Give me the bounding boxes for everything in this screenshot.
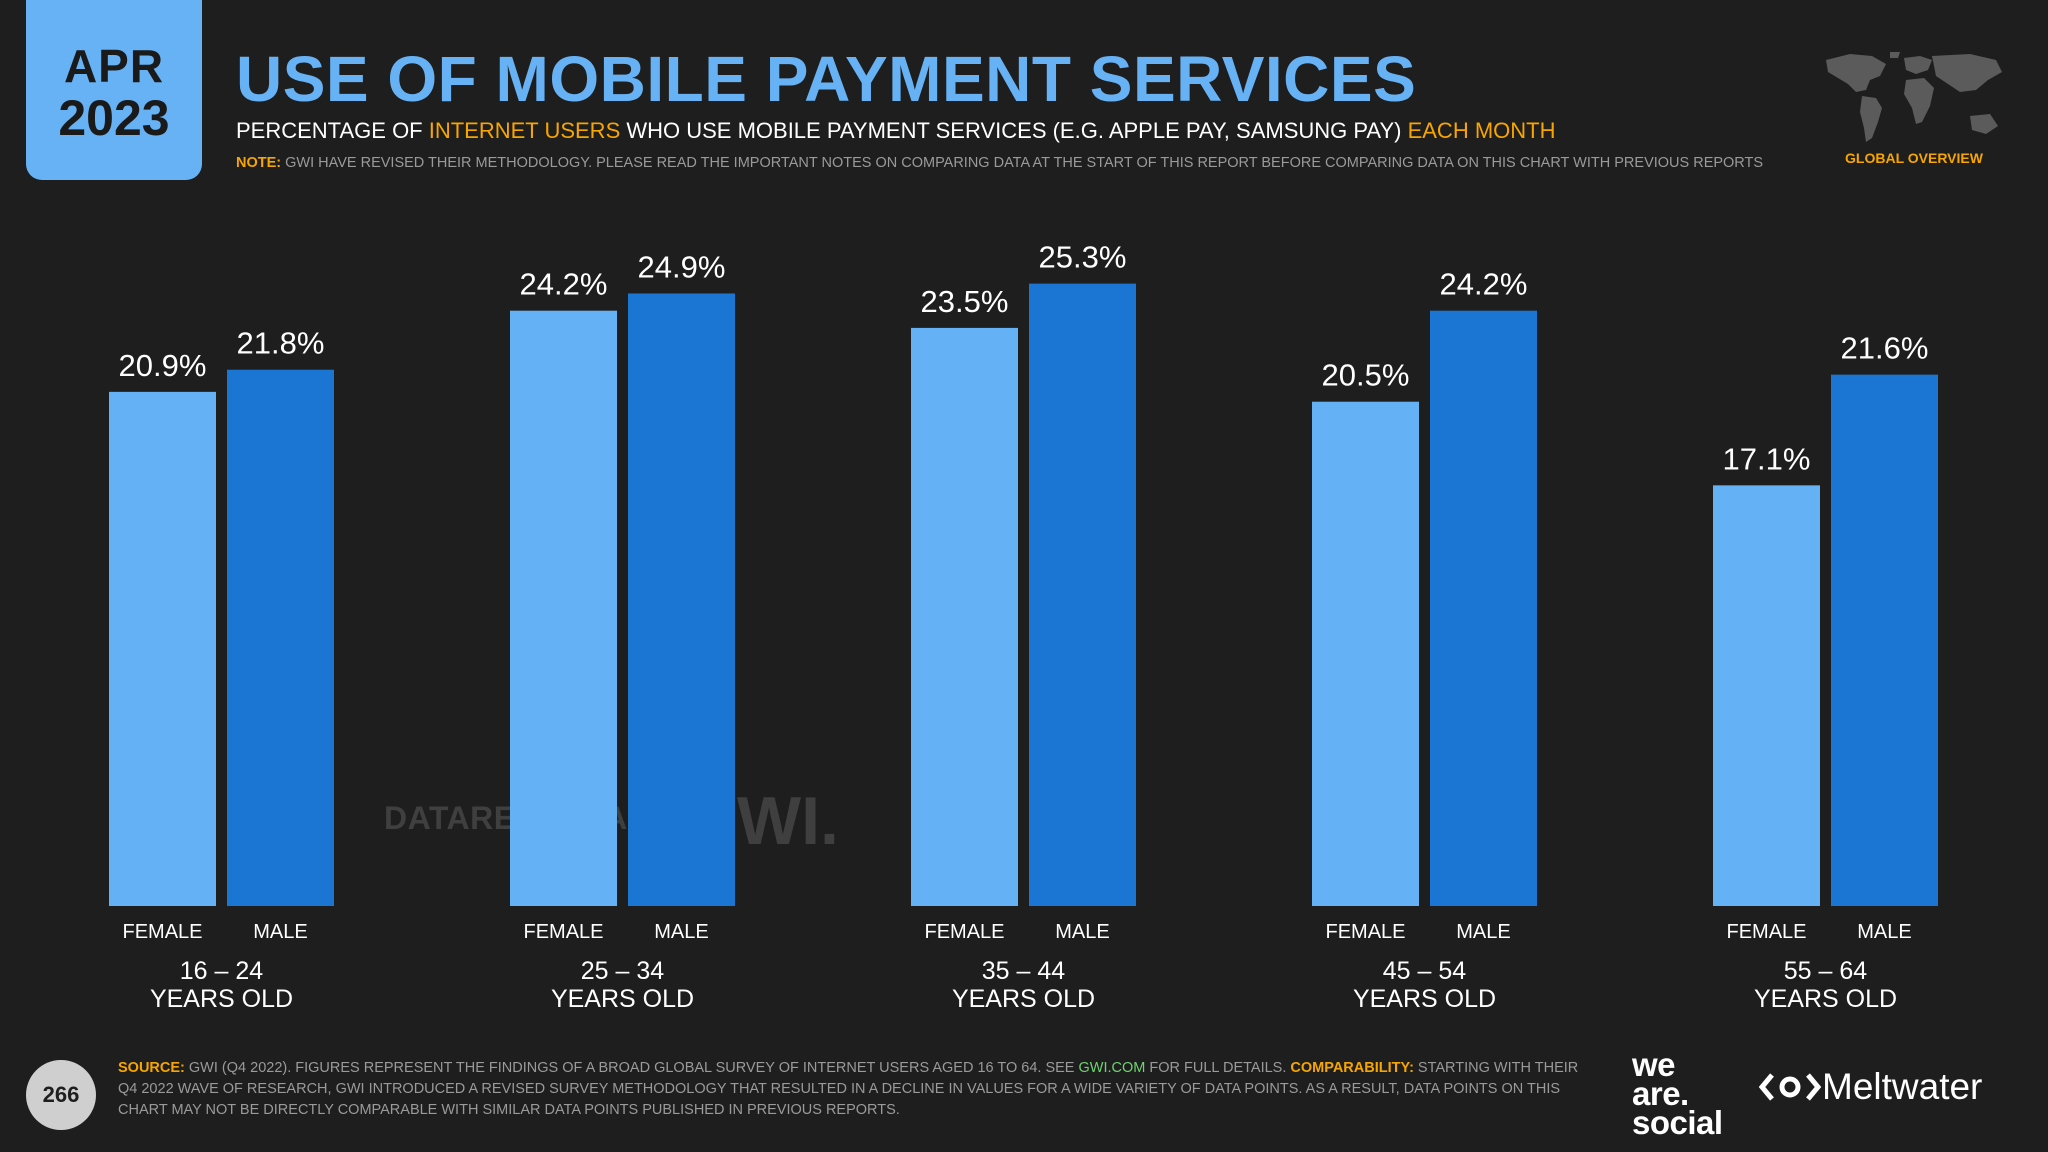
bar-male-1 <box>227 369 334 907</box>
series-label-male-4: MALE <box>1456 921 1510 943</box>
subtitle-text-2: WHO USE MOBILE PAYMENT SERVICES (E.G. AP… <box>620 118 1408 143</box>
world-map-icon <box>1826 52 2002 142</box>
data-label-female-4: 20.5% <box>1322 358 1410 393</box>
category-label-line1-3: 35 – 44 <box>982 957 1066 985</box>
category-label-line1-5: 55 – 64 <box>1784 957 1868 985</box>
series-label-male-1: MALE <box>253 921 307 943</box>
data-label-male-1: 21.8% <box>237 326 325 361</box>
note-text: GWI HAVE REVISED THEIR METHODOLOGY. PLEA… <box>281 155 1764 171</box>
bar-female-4 <box>1312 401 1419 906</box>
global-overview-label: GLOBAL OVERVIEW <box>1845 150 1983 166</box>
data-label-female-2: 24.2% <box>520 267 608 302</box>
data-label-female-1: 20.9% <box>119 348 207 383</box>
bar-male-2 <box>628 293 735 907</box>
bar-male-5 <box>1831 374 1938 906</box>
bar-female-3 <box>911 327 1018 906</box>
category-label-line1-2: 25 – 34 <box>581 957 665 985</box>
we-are-social-line-2: are. <box>1632 1075 1689 1113</box>
note-label: NOTE: <box>236 155 282 171</box>
comparability-text: STARTING WITH THEIR Q4 2022 WAVE OF RESE… <box>118 1060 1579 1118</box>
we-are-social-logo: we are. social <box>1632 1046 1723 1142</box>
meltwater-logo: Meltwater <box>1758 1066 1982 1108</box>
data-label-female-5: 17.1% <box>1723 441 1811 476</box>
meltwater-text: Meltwater <box>1822 1066 1983 1107</box>
series-label-female-1: FEMALE <box>122 921 202 943</box>
comparability-label: COMPARABILITY: <box>1290 1060 1414 1076</box>
series-label-male-5: MALE <box>1857 921 1911 943</box>
data-label-male-3: 25.3% <box>1039 240 1127 275</box>
series-label-female-2: FEMALE <box>523 921 603 943</box>
category-label-line2-2: YEARS OLD <box>551 985 694 1013</box>
bar-female-1 <box>109 391 216 906</box>
series-label-female-4: FEMALE <box>1325 921 1405 943</box>
category-label-line2-3: YEARS OLD <box>952 985 1095 1013</box>
bar-male-3 <box>1029 283 1136 906</box>
subtitle-text-1: PERCENTAGE OF <box>236 118 429 143</box>
source-link[interactable]: GWI.COM <box>1078 1060 1146 1076</box>
methodology-note: NOTE: GWI HAVE REVISED THEIR METHODOLOGY… <box>236 155 1763 171</box>
meltwater-icon <box>1758 1073 1822 1101</box>
page-number: 266 <box>26 1060 96 1130</box>
bar-female-2 <box>510 310 617 906</box>
category-label-line2-4: YEARS OLD <box>1353 985 1496 1013</box>
series-label-male-3: MALE <box>1055 921 1109 943</box>
series-label-male-2: MALE <box>654 921 708 943</box>
page-title: USE OF MOBILE PAYMENT SERVICES <box>236 43 1417 115</box>
source-text: SOURCE: GWI (Q4 2022). FIGURES REPRESENT… <box>118 1058 1598 1121</box>
source-label: SOURCE: <box>118 1060 185 1076</box>
category-label-line2-5: YEARS OLD <box>1754 985 1897 1013</box>
subtitle: PERCENTAGE OF INTERNET USERS WHO USE MOB… <box>236 118 1555 144</box>
category-label-line2-1: YEARS OLD <box>150 985 293 1013</box>
we-are-social-line-3: social <box>1632 1104 1723 1142</box>
subtitle-highlight-1: INTERNET USERS <box>428 118 621 143</box>
bar-female-5 <box>1713 485 1820 906</box>
date-month: APR <box>63 40 165 92</box>
source-body-2: FOR FULL DETAILS. <box>1145 1060 1291 1076</box>
data-label-male-5: 21.6% <box>1841 331 1929 366</box>
bar-male-4 <box>1430 310 1537 906</box>
series-label-female-3: FEMALE <box>924 921 1004 943</box>
category-label-line1-4: 45 – 54 <box>1383 957 1467 985</box>
data-label-male-4: 24.2% <box>1440 267 1528 302</box>
data-label-male-2: 24.9% <box>638 249 726 284</box>
we-are-social-line-1: we <box>1632 1046 1676 1083</box>
series-label-female-5: FEMALE <box>1726 921 1806 943</box>
subtitle-highlight-2: EACH MONTH <box>1407 118 1556 143</box>
date-badge: APR 2023 <box>26 0 202 180</box>
date-year: 2023 <box>58 90 170 146</box>
category-label-line1-1: 16 – 24 <box>180 957 264 985</box>
source-body: GWI (Q4 2022). FIGURES REPRESENT THE FIN… <box>184 1060 1079 1076</box>
data-label-female-3: 23.5% <box>921 284 1009 319</box>
